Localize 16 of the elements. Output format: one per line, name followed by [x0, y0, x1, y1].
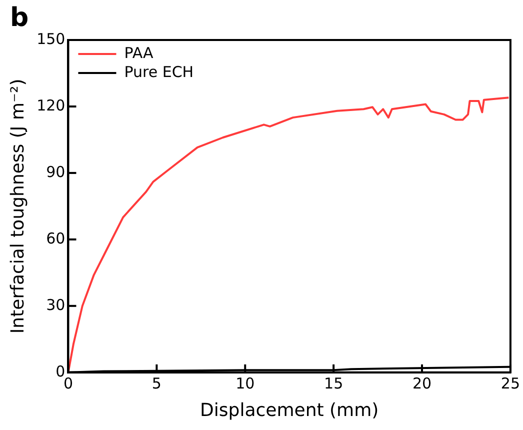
- x-tick-label: 10: [236, 374, 255, 392]
- y-tick-label: 0: [56, 362, 66, 380]
- x-tick-label: 20: [412, 374, 432, 392]
- chart-title: b: [10, 2, 29, 33]
- x-axis-title: Displacement (mm): [200, 400, 379, 421]
- y-tick-label: 150: [36, 30, 66, 48]
- y-tick-label: 60: [46, 229, 66, 248]
- y-tick-label: 90: [46, 162, 66, 181]
- legend-label: PAA: [124, 44, 154, 62]
- x-tick-label: 25: [500, 374, 520, 392]
- legend-label: Pure ECH: [124, 62, 194, 81]
- y-axis-title: Interfacial toughness (J m⁻²): [7, 78, 28, 334]
- y-tick-label: 120: [36, 96, 66, 114]
- x-tick-label: 15: [324, 374, 344, 392]
- x-tick-label: 5: [152, 374, 162, 392]
- y-tick-label: 30: [46, 296, 66, 314]
